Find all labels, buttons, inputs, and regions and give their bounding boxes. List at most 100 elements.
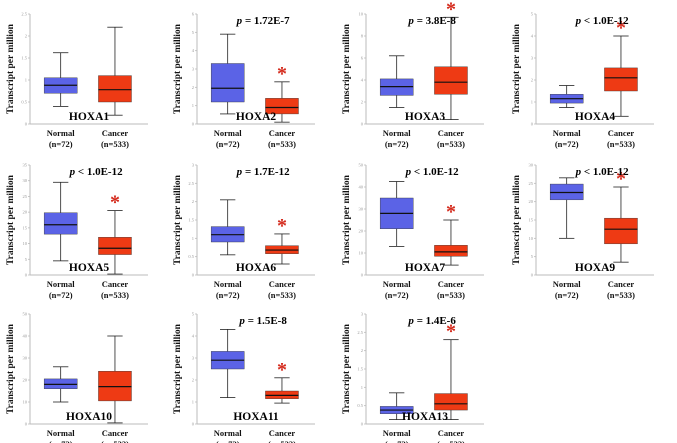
y-tick-label: 20 — [359, 229, 364, 234]
y-tick-label: 0 — [192, 422, 195, 427]
cancer-box — [604, 35, 638, 117]
y-axis-label: Transcript per million — [342, 323, 352, 414]
y-axis-label: Transcript per million — [512, 23, 522, 114]
p-value-label: p = 1.4E-6 — [407, 315, 456, 327]
y-tick-label: 1 — [192, 236, 194, 241]
p-value-prefix: p = — [236, 166, 254, 178]
gene-label: HOXA6 — [236, 262, 277, 274]
x-category-name: Normal — [383, 428, 411, 438]
y-tick-label: 20 — [23, 210, 28, 215]
y-tick-label: 3 — [531, 56, 534, 61]
x-category-name: Normal — [47, 428, 75, 438]
gene-label: HOXA5 — [69, 262, 110, 274]
normal-box — [549, 177, 584, 239]
x-category-name: Normal — [383, 128, 411, 138]
y-tick-label: 6 — [361, 56, 364, 61]
y-tick-label: 5 — [25, 257, 28, 262]
x-category-n: (n=72) — [49, 439, 73, 443]
p-value-label: p = 1.7E-12 — [236, 166, 291, 178]
y-tick-label: 10 — [529, 236, 534, 241]
y-tick-label: 10 — [359, 12, 364, 17]
iqr-box — [434, 393, 468, 411]
x-category-n: (n=533) — [607, 290, 635, 300]
iqr-box — [43, 212, 78, 235]
y-axis-label: Transcript per million — [342, 174, 352, 265]
y-axis-label: Transcript per million — [6, 23, 16, 114]
p-value-label: p < 1.0E-12 — [575, 166, 630, 178]
normal-box — [43, 366, 78, 403]
y-tick-label: 5 — [531, 12, 534, 17]
x-category-n: (n=533) — [101, 290, 129, 300]
x-category-name: Cancer — [438, 428, 465, 438]
p-value-prefix: p < — [575, 166, 593, 178]
panel-hoxa7: 0 10 20 30 40 50 Transcript per million * p < 1.… — [342, 163, 484, 300]
x-category-name: Normal — [214, 428, 242, 438]
y-tick-label: 0.5 — [357, 403, 363, 408]
y-tick-label: 3 — [192, 67, 195, 72]
y-tick-label: 0 — [192, 273, 195, 278]
cancer-box — [434, 219, 468, 266]
gene-label: HOXA10 — [66, 411, 112, 423]
significance-star: * — [616, 17, 626, 39]
p-value: 1.5E-8 — [257, 315, 288, 327]
p-value: 1.0E-12 — [87, 166, 123, 178]
x-category-n: (n=533) — [437, 290, 465, 300]
p-value-label: p < 1.0E-12 — [69, 166, 124, 178]
normal-box — [379, 392, 414, 421]
p-value: 1.4E-6 — [426, 315, 457, 327]
y-axis-label: Transcript per million — [342, 23, 352, 114]
y-tick-label: 8 — [361, 34, 364, 39]
y-tick-label: 0 — [361, 422, 364, 427]
y-tick-label: 25 — [23, 194, 28, 199]
y-tick-label: 0 — [361, 122, 364, 127]
cancer-box — [434, 339, 468, 421]
x-category-n: (n=533) — [101, 439, 129, 443]
y-tick-label: 10 — [359, 251, 364, 256]
x-category-name: Cancer — [269, 279, 296, 289]
x-category-name: Cancer — [438, 279, 465, 289]
y-tick-label: 2 — [25, 34, 27, 39]
cancer-box — [98, 335, 132, 424]
p-value-prefix: p < — [405, 166, 423, 178]
x-category-name: Normal — [214, 279, 242, 289]
x-category-name: Cancer — [269, 128, 296, 138]
y-tick-label: 2 — [531, 78, 533, 83]
x-category-name: Normal — [383, 279, 411, 289]
y-tick-label: 1 — [361, 385, 363, 390]
y-axis-label: Transcript per million — [173, 23, 183, 114]
y-tick-label: 2.5 — [188, 181, 194, 186]
y-axis-label: Transcript per million — [6, 174, 16, 265]
y-tick-label: 50 — [359, 163, 364, 168]
p-value: 1.0E-12 — [593, 15, 629, 27]
normal-box — [210, 199, 245, 256]
normal-box — [379, 181, 414, 247]
y-axis-label: Transcript per million — [173, 323, 183, 414]
x-category-name: Cancer — [608, 128, 635, 138]
p-value-prefix: p = — [238, 315, 256, 327]
gene-label: HOXA11 — [233, 411, 279, 423]
p-value: 1.7E-12 — [254, 166, 290, 178]
gene-label: HOXA2 — [236, 111, 277, 123]
significance-star: * — [277, 63, 287, 85]
y-axis-label: Transcript per million — [512, 174, 522, 265]
p-value-prefix: p < — [575, 15, 593, 27]
panel-hoxa13: 0 0.5 1 1.5 2 2.5 3 Transcript per million *p = … — [342, 312, 484, 443]
y-tick-label: 40 — [359, 185, 364, 190]
normal-box — [210, 328, 245, 399]
y-tick-label: 1 — [192, 400, 194, 405]
y-tick-label: 3 — [192, 356, 195, 361]
x-category-n: (n=72) — [555, 290, 579, 300]
y-tick-label: 0 — [531, 273, 534, 278]
significance-star: * — [446, 0, 456, 20]
y-tick-label: 20 — [529, 199, 534, 204]
x-category-name: Normal — [47, 128, 75, 138]
x-category-name: Normal — [553, 128, 581, 138]
cancer-box — [604, 186, 638, 263]
x-category-n: (n=72) — [49, 139, 73, 149]
y-tick-label: 1 — [25, 78, 27, 83]
normal-box — [43, 52, 78, 107]
y-tick-label: 30 — [529, 163, 534, 168]
y-tick-label: 40 — [23, 334, 28, 339]
